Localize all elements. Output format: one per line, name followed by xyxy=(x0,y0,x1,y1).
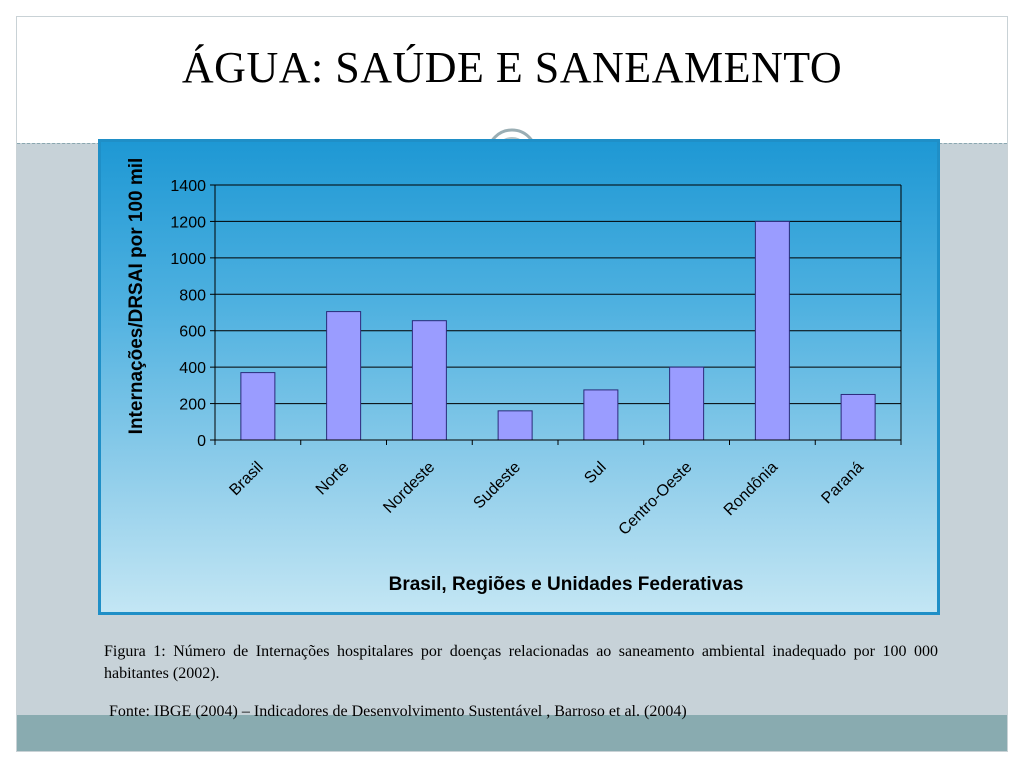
bar-chart: 0 200 400 600 800 1000 1200 1400 Brasil Norte Nor… xyxy=(126,158,902,595)
bar-rond-nia xyxy=(754,220,790,441)
y-tick-label: 1200 xyxy=(170,214,206,231)
x-tick-label: Paraná xyxy=(818,459,867,508)
bar-sudeste xyxy=(497,410,533,441)
axes-layer xyxy=(210,184,902,445)
y-tick-label: 600 xyxy=(179,324,206,341)
y-tick-label: 0 xyxy=(197,433,206,450)
x-tick-label: Norte xyxy=(313,459,353,499)
grid-layer xyxy=(215,184,901,405)
y-tick-label: 800 xyxy=(179,287,206,304)
bars-layer xyxy=(240,220,876,441)
y-axis-title: Internações/DRSAI por 100 mil xyxy=(126,158,147,435)
x-tick-label: Nordeste xyxy=(380,459,438,517)
x-tick-label: Centro-Oeste xyxy=(616,459,696,539)
bar-paran- xyxy=(840,393,876,441)
bar-nordeste xyxy=(411,320,447,441)
y-tick-labels: 0 200 400 600 800 1000 1200 1400 xyxy=(170,178,206,450)
x-tick-label: Brasil xyxy=(226,459,266,499)
bar-norte xyxy=(326,311,362,441)
y-tick-label: 1000 xyxy=(170,251,206,268)
x-tick-label: Sudeste xyxy=(470,459,524,513)
x-tick-labels: Brasil Norte Nordeste Sudeste Sul Centro-Oest… xyxy=(226,459,867,539)
x-axis-title: Brasil, Regiões e Unidades Federativas xyxy=(389,574,744,595)
x-tick-label: Sul xyxy=(581,459,609,487)
bar-sul xyxy=(583,389,619,441)
x-tick-label: Rondônia xyxy=(721,459,782,520)
slide-title: ÁGUA: SAÚDE E SANEAMENTO xyxy=(181,43,843,92)
chart-panel: 0 200 400 600 800 1000 1200 1400 Brasil Norte Nor… xyxy=(98,139,940,615)
bar-centro-oeste xyxy=(669,366,705,441)
bar-brasil xyxy=(240,372,276,441)
y-tick-label: 200 xyxy=(179,397,206,414)
source-note: Fonte: IBGE (2004) – Indicadores de Dese… xyxy=(109,703,687,720)
footer-band xyxy=(17,715,1007,751)
figure-caption: Figura 1: Número de Internações hospital… xyxy=(104,643,938,682)
y-tick-label: 1400 xyxy=(170,178,206,195)
y-tick-label: 400 xyxy=(179,360,206,377)
